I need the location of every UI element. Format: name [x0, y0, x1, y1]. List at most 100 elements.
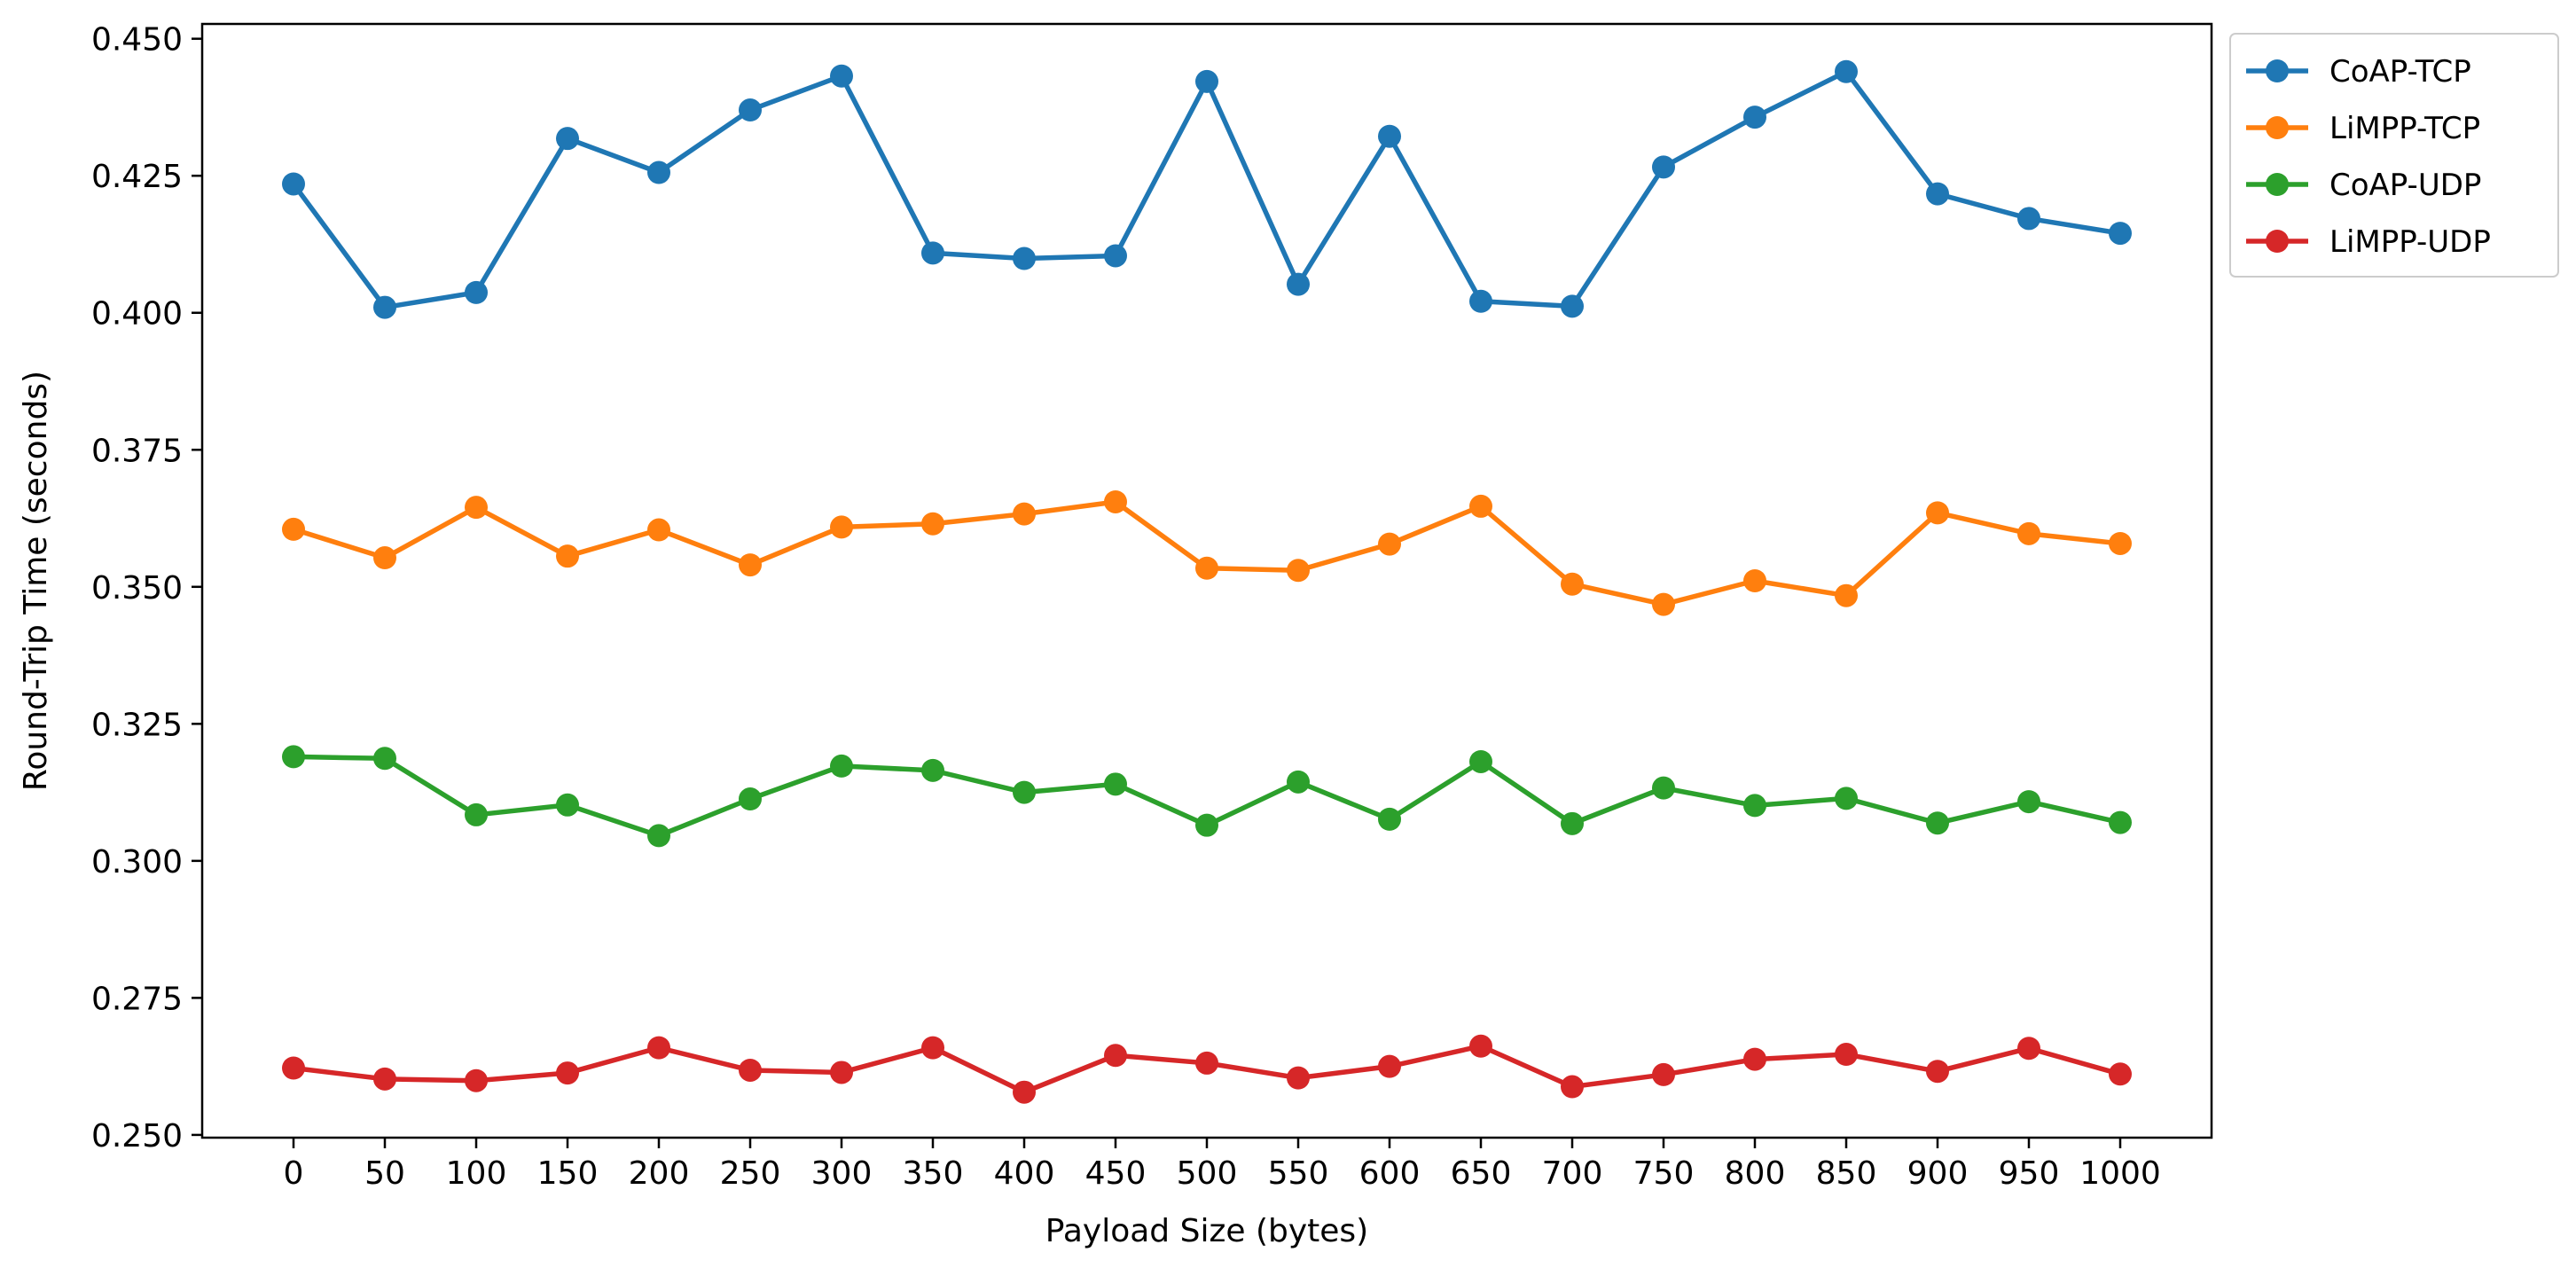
data-point-limpp-udp — [830, 1061, 853, 1084]
legend-item-limpp-udp: LiMPP-UDP — [2246, 224, 2491, 260]
legend-label: CoAP-TCP — [2329, 54, 2471, 90]
data-point-coap-tcp — [1926, 182, 1949, 206]
data-point-limpp-udp — [465, 1068, 488, 1092]
x-tick-label: 400 — [994, 1155, 1055, 1192]
x-tick-label: 850 — [1816, 1155, 1877, 1192]
data-point-limpp-tcp — [1104, 489, 1127, 513]
data-point-limpp-tcp — [921, 512, 944, 536]
x-tick-label: 700 — [1542, 1155, 1603, 1192]
legend-label: LiMPP-TCP — [2329, 111, 2480, 146]
data-point-limpp-udp — [1652, 1062, 1675, 1086]
data-point-coap-udp — [1104, 772, 1127, 796]
series-limpp-udp — [282, 1034, 2132, 1104]
data-point-limpp-tcp — [647, 518, 670, 542]
data-point-limpp-udp — [1287, 1066, 1310, 1090]
x-tick-label: 600 — [1359, 1155, 1421, 1192]
data-point-limpp-udp — [1561, 1075, 1584, 1099]
legend-box — [2229, 33, 2559, 278]
data-point-coap-tcp — [1287, 272, 1310, 296]
data-point-limpp-tcp — [282, 517, 305, 541]
legend-marker — [2266, 116, 2289, 139]
legend-marker — [2266, 230, 2289, 253]
data-point-limpp-tcp — [556, 544, 579, 568]
y-tick-label: 0.250 — [91, 1118, 183, 1155]
x-axis-label: Payload Size (bytes) — [1045, 1213, 1368, 1249]
data-point-coap-tcp — [921, 241, 944, 265]
data-point-limpp-tcp — [830, 515, 853, 539]
legend-item-limpp-tcp: LiMPP-TCP — [2246, 111, 2480, 146]
y-tick-label: 0.450 — [91, 22, 183, 59]
data-point-coap-udp — [1469, 749, 1492, 773]
data-point-coap-tcp — [1743, 106, 1766, 129]
data-point-coap-udp — [1378, 807, 1401, 831]
y-tick-label: 0.400 — [91, 296, 183, 333]
data-point-coap-tcp — [556, 127, 579, 151]
x-tick-label: 0 — [284, 1155, 304, 1192]
series-coap-tcp — [282, 59, 2132, 319]
data-point-coap-tcp — [373, 295, 396, 319]
data-point-coap-tcp — [1104, 244, 1127, 268]
data-point-coap-udp — [1561, 811, 1584, 835]
data-point-coap-udp — [1195, 813, 1218, 837]
x-tick-label: 1000 — [2079, 1155, 2161, 1192]
data-point-limpp-tcp — [1013, 502, 1036, 526]
data-point-limpp-tcp — [465, 496, 488, 520]
data-point-coap-tcp — [2109, 222, 2132, 246]
data-point-coap-udp — [1926, 811, 1949, 835]
x-tick-label: 300 — [811, 1155, 873, 1192]
data-point-coap-tcp — [1469, 289, 1492, 313]
data-point-coap-udp — [1013, 780, 1036, 804]
x-tick-label: 350 — [903, 1155, 964, 1192]
legend-marker — [2266, 59, 2289, 82]
data-point-coap-udp — [921, 758, 944, 782]
data-point-limpp-udp — [556, 1061, 579, 1085]
data-point-limpp-udp — [647, 1036, 670, 1060]
data-point-limpp-udp — [1835, 1043, 1858, 1067]
data-point-limpp-tcp — [1287, 559, 1310, 583]
data-point-limpp-tcp — [1378, 532, 1401, 556]
data-point-limpp-udp — [1926, 1060, 1949, 1084]
y-tick-label: 0.300 — [91, 844, 183, 881]
data-point-coap-tcp — [1378, 124, 1401, 148]
y-tick-label: 0.325 — [91, 707, 183, 743]
data-point-coap-udp — [830, 754, 853, 778]
data-point-limpp-tcp — [739, 553, 762, 577]
data-point-limpp-udp — [1104, 1044, 1127, 1068]
data-point-coap-tcp — [1195, 69, 1218, 93]
data-point-coap-udp — [556, 793, 579, 817]
x-tick-label: 650 — [1451, 1155, 1512, 1192]
x-tick-label: 250 — [720, 1155, 781, 1192]
legend-label: CoAP-UDP — [2329, 168, 2481, 203]
x-axis-ticks: 0 50 100 150 200 250 300 350 400 450 500 550 600 650 7… — [284, 1138, 2161, 1192]
x-tick-label: 750 — [1633, 1155, 1695, 1192]
x-tick-label: 900 — [1907, 1155, 1969, 1192]
x-tick-label: 50 — [364, 1155, 405, 1192]
data-point-limpp-udp — [1378, 1054, 1401, 1078]
y-tick-label: 0.375 — [91, 433, 183, 469]
data-point-coap-udp — [1652, 776, 1675, 800]
x-tick-label: 150 — [537, 1155, 599, 1192]
data-point-coap-tcp — [830, 64, 853, 88]
data-point-limpp-tcp — [2109, 531, 2132, 555]
data-point-limpp-udp — [1469, 1034, 1492, 1058]
x-tick-label: 550 — [1268, 1155, 1329, 1192]
data-point-coap-tcp — [647, 160, 670, 184]
data-point-coap-tcp — [465, 280, 488, 304]
data-point-coap-tcp — [282, 172, 305, 196]
data-point-limpp-tcp — [373, 546, 396, 570]
series-layer — [282, 59, 2132, 1104]
data-point-limpp-udp — [373, 1067, 396, 1091]
data-point-limpp-tcp — [1561, 572, 1584, 596]
legend-item-coap-tcp: CoAP-TCP — [2246, 54, 2471, 90]
data-point-coap-udp — [739, 787, 762, 811]
data-point-coap-tcp — [1013, 247, 1036, 270]
data-point-limpp-tcp — [1926, 501, 1949, 525]
data-point-coap-udp — [2109, 810, 2132, 834]
data-point-coap-udp — [2017, 790, 2040, 814]
data-point-coap-tcp — [2017, 207, 2040, 231]
data-point-coap-udp — [647, 824, 670, 848]
data-point-limpp-udp — [2017, 1037, 2040, 1061]
x-tick-label: 950 — [1999, 1155, 2060, 1192]
